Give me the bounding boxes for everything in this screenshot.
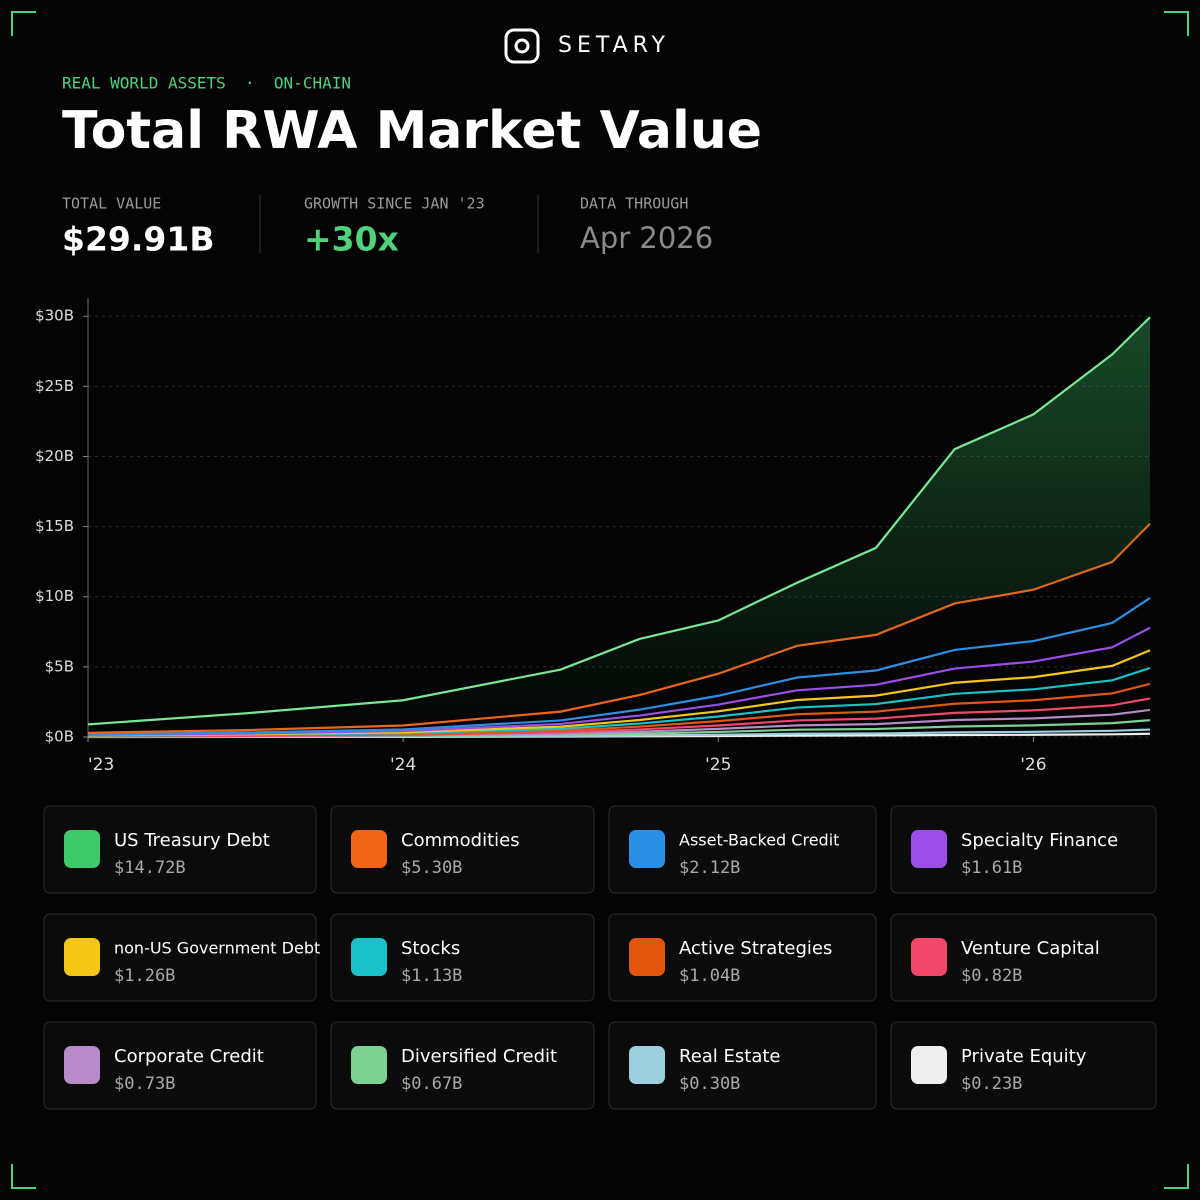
legend-value: $1.61B bbox=[961, 858, 1022, 878]
x-tick-label: '26 bbox=[1020, 755, 1046, 775]
legend-swatch bbox=[64, 938, 100, 976]
legend-card bbox=[890, 913, 1157, 1002]
legend-value: $1.26B bbox=[114, 966, 175, 986]
x-tick-label: '23 bbox=[88, 755, 114, 775]
legend-name: Commodities bbox=[401, 830, 520, 851]
plot: $0B $5B $10B $15B $20B $25B $30B '23 '24 '25 '26 bbox=[35, 298, 1151, 775]
legend-card bbox=[43, 913, 317, 1002]
legend-swatch bbox=[351, 830, 387, 868]
legend-value: $0.67B bbox=[401, 1074, 462, 1094]
stat-value: $29.91B bbox=[62, 220, 215, 259]
legend-card bbox=[608, 805, 877, 894]
legend-swatch bbox=[629, 1046, 665, 1084]
brand: SETARY bbox=[558, 33, 670, 58]
legend-name: Active Strategies bbox=[679, 938, 832, 959]
legend-value: $0.30B bbox=[679, 1074, 740, 1094]
legend-value: $1.13B bbox=[401, 966, 462, 986]
legend-swatch bbox=[629, 938, 665, 976]
series-line bbox=[87, 597, 1151, 736]
legend-name: Private Equity bbox=[961, 1046, 1087, 1067]
legend-swatch bbox=[351, 1046, 387, 1084]
stat-label: GROWTH SINCE JAN '23 bbox=[304, 195, 485, 213]
legend-name: Real Estate bbox=[679, 1046, 781, 1067]
legend-card bbox=[330, 913, 595, 1002]
legend-name: Venture Capital bbox=[961, 938, 1100, 959]
legend-name: Asset-Backed Credit bbox=[679, 831, 839, 850]
legend-card bbox=[43, 805, 317, 894]
legend-swatch bbox=[64, 1046, 100, 1084]
y-tick-label: $25B bbox=[35, 377, 74, 395]
legend-name: Specialty Finance bbox=[961, 830, 1118, 851]
y-tick-label: $15B bbox=[35, 517, 74, 535]
x-tick-label: '25 bbox=[705, 755, 731, 775]
y-tick-label: $20B bbox=[35, 447, 74, 465]
series-line bbox=[87, 626, 1151, 736]
legend-swatch bbox=[911, 938, 947, 976]
stat-value: Apr 2026 bbox=[580, 221, 713, 255]
legend-card bbox=[608, 1021, 877, 1110]
stat-value: +30x bbox=[304, 220, 399, 259]
legend-value: $0.23B bbox=[961, 1074, 1022, 1094]
legend-card bbox=[330, 1021, 595, 1110]
legend-card bbox=[608, 913, 877, 1002]
y-tick-label: $10B bbox=[35, 587, 74, 605]
legend-value: $0.82B bbox=[961, 966, 1022, 986]
y-tick-label: $30B bbox=[35, 307, 74, 325]
legend-name: Diversified Credit bbox=[401, 1046, 557, 1067]
legend-value: $1.04B bbox=[679, 966, 740, 986]
legend-card bbox=[330, 805, 595, 894]
series-line bbox=[87, 316, 1151, 726]
legend-swatch bbox=[351, 938, 387, 976]
title: Total RWA Market Value bbox=[62, 101, 762, 161]
legend: US Treasury Debt $14.72B Commodities $5.30B… bbox=[43, 805, 1157, 1110]
corner-brackets bbox=[11, 11, 1189, 1189]
legend-value: $0.73B bbox=[114, 1074, 175, 1094]
legend-name: Stocks bbox=[401, 938, 460, 959]
y-tick-label: $0B bbox=[45, 728, 74, 746]
legend-card bbox=[890, 805, 1157, 894]
legend-name: US Treasury Debt bbox=[114, 830, 270, 851]
series-line bbox=[87, 649, 1151, 737]
stat-label: TOTAL VALUE bbox=[62, 195, 161, 213]
area-glow bbox=[88, 317, 1150, 733]
legend-card bbox=[43, 1021, 317, 1110]
x-tick-label: '24 bbox=[390, 755, 416, 775]
legend-swatch bbox=[911, 1046, 947, 1084]
legend-name: non-US Government Debt bbox=[114, 939, 320, 958]
legend-value: $14.72B bbox=[114, 858, 186, 878]
logo-icon bbox=[504, 28, 540, 64]
legend-card bbox=[890, 1021, 1157, 1110]
kicker: REAL WORLD ASSETS · ON-CHAIN bbox=[62, 74, 351, 93]
y-tick-label: $5B bbox=[45, 657, 74, 675]
legend-swatch bbox=[911, 830, 947, 868]
legend-swatch bbox=[64, 830, 100, 868]
stat-label: DATA THROUGH bbox=[580, 195, 688, 213]
legend-name: Corporate Credit bbox=[114, 1046, 264, 1067]
legend-value: $5.30B bbox=[401, 858, 462, 878]
legend-value: $2.12B bbox=[679, 858, 740, 878]
legend-swatch bbox=[629, 830, 665, 868]
